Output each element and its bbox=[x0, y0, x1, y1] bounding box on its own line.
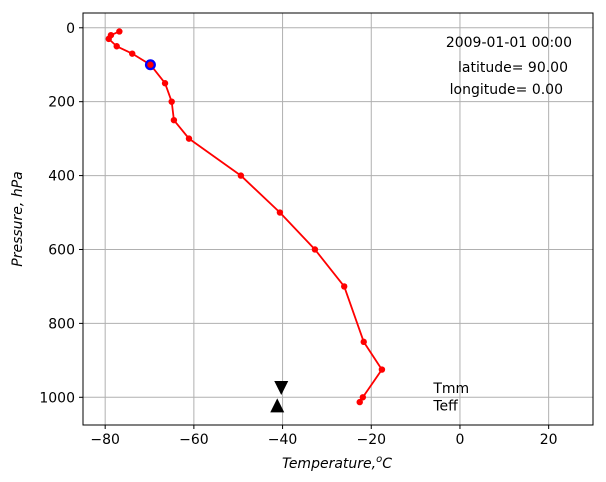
profile-point bbox=[116, 28, 123, 35]
profile-point bbox=[105, 35, 112, 43]
grid bbox=[83, 13, 593, 425]
profile-point bbox=[276, 209, 284, 216]
tmm-label: Tmm bbox=[432, 381, 469, 397]
teff-marker bbox=[270, 398, 285, 413]
y-tick-label: 0 bbox=[66, 21, 75, 37]
y-tick-label: 800 bbox=[48, 316, 75, 332]
profile-point bbox=[185, 135, 193, 142]
profile-point bbox=[168, 98, 175, 105]
x-tick-label: −40 bbox=[268, 432, 298, 448]
series-layer bbox=[105, 28, 386, 406]
annotation-longitude: longitude= 0.00 bbox=[450, 82, 563, 98]
y-tick-label: 600 bbox=[48, 242, 75, 258]
y-tick-label: 1000 bbox=[39, 390, 75, 406]
plot-frame bbox=[82, 12, 594, 426]
tmm-marker bbox=[274, 381, 289, 396]
profile-point bbox=[359, 394, 367, 401]
profile-point bbox=[170, 116, 178, 124]
x-tick-label: 0 bbox=[455, 432, 464, 448]
profile-line bbox=[107, 30, 383, 403]
teff-label: Teff bbox=[432, 398, 458, 414]
highlight-point-center bbox=[147, 61, 154, 68]
x-axis-label-unit: C bbox=[382, 456, 392, 472]
annotation-datetime: 2009-01-01 00:00 bbox=[446, 35, 572, 51]
profile-point bbox=[311, 246, 319, 253]
x-tick-label: −80 bbox=[90, 432, 120, 448]
profile-point bbox=[341, 283, 348, 290]
x-axis-label-main: Temperature, bbox=[282, 456, 376, 472]
y-tick-label: 400 bbox=[48, 169, 75, 185]
profile-point bbox=[360, 338, 367, 346]
profile-point bbox=[161, 80, 169, 87]
y-tick-label: 200 bbox=[48, 95, 75, 111]
x-tick-label: −20 bbox=[356, 432, 386, 448]
x-axis-label: Temperature,oC bbox=[282, 454, 392, 472]
profile-point bbox=[237, 172, 245, 179]
annotation-latitude: latitude= 90.00 bbox=[458, 60, 568, 76]
x-tick-label: 20 bbox=[540, 432, 558, 448]
y-axis-label: Pressure, hPa bbox=[10, 171, 26, 266]
x-axis-label-sup: o bbox=[376, 454, 382, 465]
profile-point bbox=[378, 366, 386, 373]
profile-point bbox=[129, 50, 136, 57]
profile-point bbox=[113, 43, 120, 50]
x-tick-label: −60 bbox=[179, 432, 209, 448]
profile-point bbox=[356, 398, 363, 406]
